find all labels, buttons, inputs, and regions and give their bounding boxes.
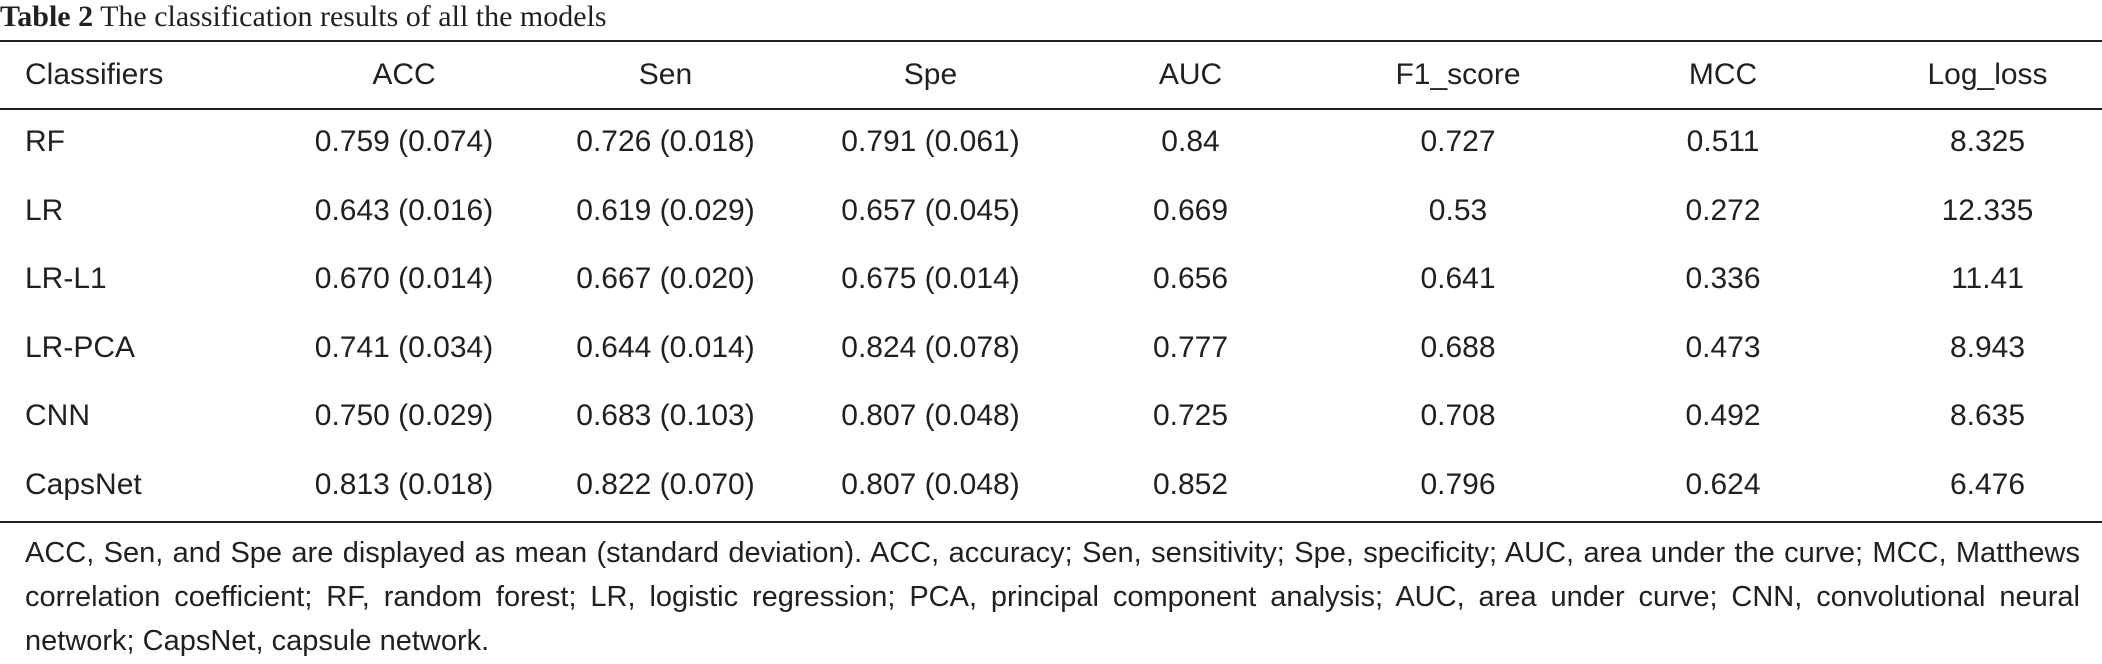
cell-classifier: LR-PCA xyxy=(25,330,136,364)
cell-log-loss: 8.943 xyxy=(1949,330,2026,364)
top-rule xyxy=(0,40,2102,42)
cell-sen: 0.726 (0.018) xyxy=(576,125,755,158)
cell-auc: 0.656 xyxy=(1152,262,1229,295)
cell-acc: 0.759 (0.074) xyxy=(314,125,494,158)
cell-log-loss: 6.476 xyxy=(1949,467,2026,501)
cell-mcc: 0.473 xyxy=(1685,330,1761,364)
cell-mcc: 0.624 xyxy=(1685,467,1761,501)
cell-auc: 0.669 xyxy=(1152,193,1229,227)
cell-mcc: 0.511 xyxy=(1686,125,1760,158)
cell-f1-score: 0.53 xyxy=(1428,193,1488,227)
cell-spe: 0.807 (0.048) xyxy=(841,399,1020,432)
cell-classifier: CNN xyxy=(25,399,90,432)
cell-spe: 0.824 (0.078) xyxy=(841,330,1020,364)
cell-log-loss: 12.335 xyxy=(1941,193,2034,227)
table-row: LR-L1 0.670 (0.014) 0.667 (0.020) 0.675 … xyxy=(0,245,2102,314)
header-sen: Sen xyxy=(638,58,693,91)
cell-mcc: 0.272 xyxy=(1685,193,1761,227)
cell-classifier: RF xyxy=(25,125,65,158)
table-row: CapsNet 0.813 (0.018) 0.822 (0.070) 0.80… xyxy=(0,451,2102,520)
cell-auc: 0.84 xyxy=(1161,125,1220,158)
header-f1-score: F1_score xyxy=(1395,58,1521,91)
table-footnote: ACC, Sen, and Spe are displayed as mean … xyxy=(25,537,2080,657)
header-log-loss: Log_loss xyxy=(1927,58,2048,91)
cell-acc: 0.643 (0.016) xyxy=(314,193,494,227)
cell-auc: 0.777 xyxy=(1152,330,1229,364)
header-spe: Spe xyxy=(903,58,958,91)
cell-acc: 0.741 (0.034) xyxy=(314,330,494,364)
results-table: Classifiers ACC Sen Spe AUC F1_score MCC… xyxy=(0,42,2102,519)
header-row: Classifiers ACC Sen Spe AUC F1_score MCC… xyxy=(0,42,2102,108)
cell-classifier: CapsNet xyxy=(25,467,142,501)
cell-spe: 0.791 (0.061) xyxy=(841,125,1020,158)
cell-spe: 0.657 (0.045) xyxy=(841,193,1020,227)
cell-f1-score: 0.641 xyxy=(1420,262,1496,295)
cell-mcc: 0.492 xyxy=(1685,399,1761,432)
cell-f1-score: 0.708 xyxy=(1420,399,1496,432)
table-caption-text: The classification results of all the mo… xyxy=(100,0,607,33)
bottom-rule xyxy=(0,521,2102,523)
header-classifiers: Classifiers xyxy=(25,58,164,91)
table-row: RF 0.759 (0.074) 0.726 (0.018) 0.791 (0.… xyxy=(0,108,2102,177)
cell-classifier: LR xyxy=(25,193,64,227)
header-acc: ACC xyxy=(372,58,436,91)
cell-classifier: LR-L1 xyxy=(25,262,107,295)
cell-acc: 0.670 (0.014) xyxy=(314,262,494,295)
cell-f1-score: 0.688 xyxy=(1420,330,1496,364)
cell-sen: 0.619 (0.029) xyxy=(576,193,755,227)
cell-auc: 0.852 xyxy=(1152,467,1229,501)
cell-sen: 0.822 (0.070) xyxy=(576,467,755,501)
cell-sen: 0.644 (0.014) xyxy=(576,330,755,364)
cell-log-loss: 11.41 xyxy=(1951,262,2024,295)
cell-acc: 0.813 (0.018) xyxy=(314,467,494,501)
cell-sen: 0.683 (0.103) xyxy=(576,399,755,432)
table-row: LR 0.643 (0.016) 0.619 (0.029) 0.657 (0.… xyxy=(0,177,2102,246)
table-row: CNN 0.750 (0.029) 0.683 (0.103) 0.807 (0… xyxy=(0,382,2102,451)
header-mcc: MCC xyxy=(1688,58,1758,91)
cell-f1-score: 0.727 xyxy=(1420,125,1496,158)
table-caption: Table 2 The classification results of al… xyxy=(0,0,607,38)
cell-f1-score: 0.796 xyxy=(1420,467,1496,501)
table-caption-label: Table 2 xyxy=(0,0,94,33)
cell-mcc: 0.336 xyxy=(1685,262,1761,295)
cell-spe: 0.675 (0.014) xyxy=(841,262,1020,295)
cell-auc: 0.725 xyxy=(1152,399,1229,432)
header-auc: AUC xyxy=(1158,58,1223,91)
table-row: LR-PCA 0.741 (0.034) 0.644 (0.014) 0.824… xyxy=(0,314,2102,383)
cell-sen: 0.667 (0.020) xyxy=(576,262,755,295)
cell-acc: 0.750 (0.029) xyxy=(314,399,494,432)
header-rule xyxy=(0,108,2102,110)
cell-spe: 0.807 (0.048) xyxy=(841,467,1020,501)
cell-log-loss: 8.325 xyxy=(1949,125,2026,158)
cell-log-loss: 8.635 xyxy=(1949,399,2026,432)
